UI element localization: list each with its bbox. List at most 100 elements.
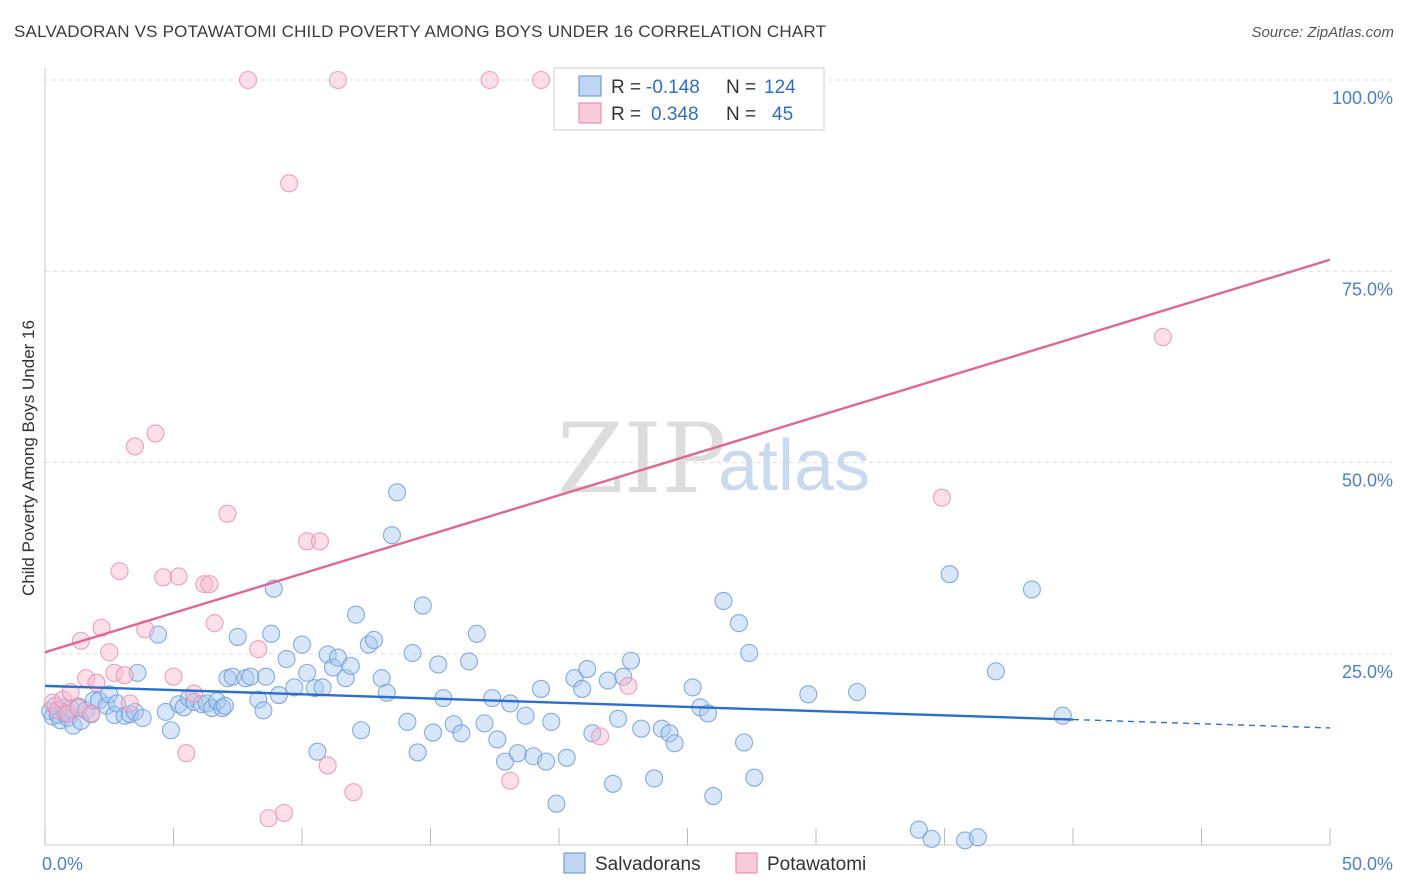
point-potawatomi-44: [1153, 327, 1172, 347]
point-salvadorans-28: [169, 695, 188, 714]
point-potawatomi-33: [298, 532, 317, 551]
point-salvadorans-92: [557, 748, 576, 767]
point-salvadorans-54: [308, 742, 327, 761]
point-salvadorans-18: [105, 705, 124, 725]
point-potawatomi-36: [328, 70, 348, 90]
legend-swatch-potawatomi: [578, 102, 602, 124]
point-salvadorans-112: [729, 614, 748, 633]
trend-line-salvadorans-extension: [1072, 718, 1331, 729]
point-salvadorans-81: [483, 689, 502, 708]
point-salvadorans-68: [388, 483, 407, 502]
trend-line-salvadorans: [44, 684, 1074, 721]
point-salvadorans-102: [632, 719, 651, 738]
point-potawatomi-41: [591, 727, 610, 746]
point-salvadorans-27: [161, 721, 180, 740]
point-potawatomi-19: [154, 568, 173, 587]
point-salvadorans-66: [377, 683, 396, 702]
point-potawatomi-18: [146, 424, 165, 443]
point-potawatomi-25: [200, 575, 219, 594]
point-potawatomi-3: [59, 704, 78, 723]
point-potawatomi-30: [259, 809, 278, 828]
point-salvadorans-67: [382, 526, 402, 545]
point-salvadorans-74: [429, 655, 448, 674]
point-salvadorans-36: [213, 699, 232, 718]
grid-lines: [45, 79, 1392, 655]
point-potawatomi-1: [48, 701, 67, 720]
series-legend: Salvadorans Potawatomi: [563, 852, 866, 875]
point-salvadorans-40: [228, 627, 247, 646]
point-potawatomi-42: [619, 676, 638, 695]
point-potawatomi-21: [169, 567, 188, 586]
trend-line-potawatomi: [44, 258, 1331, 654]
point-salvadorans-70: [403, 643, 422, 663]
legend-r-value-0: -0.148: [646, 77, 700, 98]
point-salvadorans-84: [501, 694, 520, 713]
point-salvadorans-49: [277, 650, 296, 669]
legend-r-label-1: R =: [611, 104, 641, 125]
point-potawatomi-35: [318, 756, 337, 775]
point-salvadorans-64: [364, 630, 384, 650]
point-salvadorans-117: [848, 682, 867, 702]
point-potawatomi-37: [344, 783, 363, 802]
point-potawatomi-29: [249, 640, 268, 659]
x-tick-label-0: 0.0%: [42, 854, 83, 874]
point-potawatomi-28: [238, 70, 258, 90]
point-salvadorans-57: [323, 658, 342, 677]
point-salvadorans-85: [508, 744, 527, 763]
point-salvadorans-97: [598, 671, 617, 690]
point-salvadorans-111: [714, 591, 733, 611]
point-salvadorans-105: [660, 724, 679, 743]
point-potawatomi-27: [218, 504, 237, 523]
point-salvadorans-100: [614, 667, 633, 686]
point-salvadorans-110: [704, 786, 723, 806]
point-potawatomi-43: [932, 488, 951, 507]
point-salvadorans-52: [298, 663, 317, 682]
point-salvadorans-29: [174, 698, 193, 717]
point-salvadorans-90: [542, 712, 561, 731]
point-salvadorans-80: [475, 714, 494, 733]
point-salvadorans-37: [215, 696, 234, 715]
point-salvadorans-124: [1022, 580, 1041, 599]
point-salvadorans-62: [352, 721, 371, 740]
point-salvadorans-42: [241, 667, 260, 686]
point-salvadorans-98: [603, 774, 623, 793]
x-tick-label-1: 50.0%: [1342, 854, 1393, 874]
legend-r-value-1: 0.348: [651, 104, 699, 125]
bottom-legend-salvadorans: Salvadorans: [595, 854, 701, 875]
point-potawatomi-26: [205, 614, 224, 633]
point-salvadorans-79: [467, 624, 486, 643]
point-salvadorans-125: [1053, 706, 1072, 725]
point-salvadorans-118: [909, 820, 928, 839]
point-salvadorans-55: [313, 678, 332, 697]
point-salvadorans-106: [665, 734, 684, 753]
point-salvadorans-89: [537, 752, 556, 771]
point-potawatomi-31: [274, 803, 294, 822]
point-salvadorans-76: [444, 715, 463, 734]
bottom-legend-potawatomi: Potawatomi: [767, 854, 866, 875]
point-salvadorans-86: [516, 706, 535, 725]
point-salvadorans-99: [609, 709, 628, 728]
point-salvadorans-73: [424, 723, 443, 742]
point-salvadorans-48: [269, 686, 288, 705]
point-potawatomi-16: [125, 437, 144, 456]
point-salvadorans-78: [459, 652, 479, 671]
point-salvadorans-60: [341, 656, 360, 676]
legend-n-value-0: 124: [764, 77, 796, 98]
point-salvadorans-24: [133, 708, 152, 728]
point-salvadorans-72: [413, 596, 432, 615]
watermark: ZIP atlas: [557, 403, 870, 515]
point-potawatomi-34: [310, 532, 330, 551]
point-salvadorans-115: [745, 768, 764, 787]
point-potawatomi-38: [480, 70, 499, 90]
point-potawatomi-39: [501, 771, 520, 790]
point-salvadorans-103: [645, 769, 664, 788]
bottom-legend-swatch-potawatomi: [735, 852, 758, 874]
stats-legend: R = -0.148 N = 124 R = 0.348 N = 45: [553, 67, 825, 131]
point-salvadorans-113: [734, 733, 754, 752]
chart-title: SALVADORAN VS POTAWATOMI CHILD POVERTY A…: [14, 22, 827, 41]
point-potawatomi-11: [100, 643, 119, 662]
point-salvadorans-122: [968, 828, 987, 847]
tick-labels: 25.0% 50.0% 75.0% 100.0% 0.0% 50.0%: [42, 88, 1393, 874]
point-salvadorans-95: [578, 659, 597, 679]
